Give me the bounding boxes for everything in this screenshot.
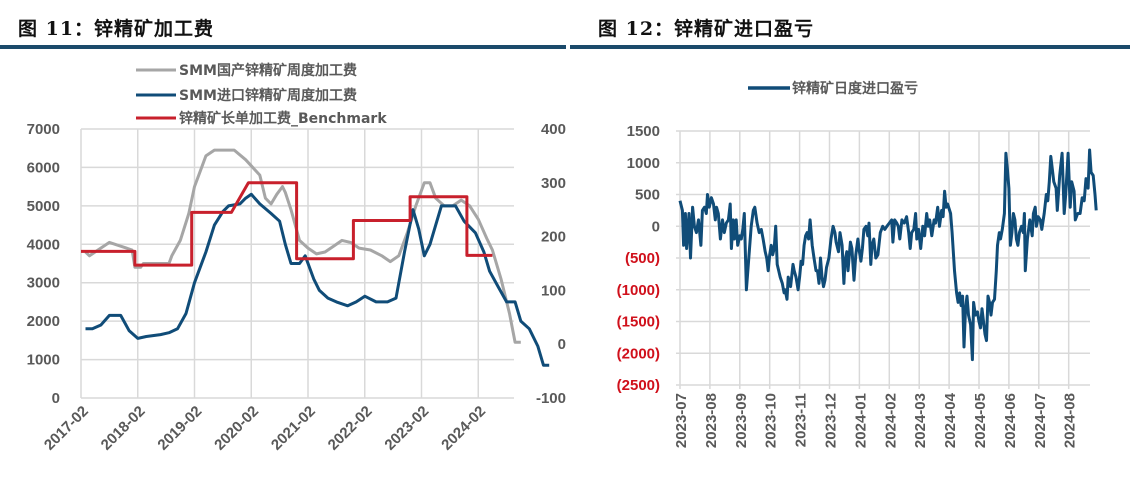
chart-zinc-tc: 0 1000 2000 3000 4000 5000 6000 7000 -100 0 100 200… [27,62,566,454]
y-left-tick: 4000 [27,236,60,253]
y-right-tick: 400 [541,121,566,138]
x-tick: 2024-05 [972,393,989,448]
figure-11-rule [0,45,566,49]
series-line [678,148,1098,362]
y-left-tick: 6000 [27,159,60,176]
legend-label: SMM进口锌精矿周度加工费 [179,87,357,104]
y-tick: 500 [635,187,660,204]
y-tick: (1500) [617,314,660,331]
x-tick: 2024-06 [1002,393,1019,448]
x-tick: 2024-08 [1062,393,1079,448]
y-left-tick: 5000 [27,198,60,215]
legend-label: 锌精矿长单加工费_Benchmark [179,110,387,127]
x-tick: 2023-12 [823,393,840,448]
figure-12-rule [570,45,1130,49]
x-tick: 2023-08 [703,393,720,448]
y-right-tick: 200 [541,229,566,246]
series-line [81,181,493,267]
series-line [85,192,550,367]
x-tick: 2023-10 [763,393,780,448]
figure-11-title: 图 11：锌精矿加工费 [18,18,215,40]
y-left-tick: 1000 [27,352,60,369]
y-tick: 0 [652,218,660,235]
figure-12-title: 图 12：锌精矿进口盈亏 [598,18,815,40]
y-tick: (2500) [617,377,660,394]
y-right-tick: 300 [541,175,566,192]
x-tick: 2023-11 [793,393,810,447]
y-right-tick: 0 [558,336,566,353]
x-tick: 2024-04 [942,392,959,448]
y-tick: (500) [625,250,660,267]
y-tick: 1000 [627,155,660,172]
legend-label: 锌精矿日度进口盈亏 [792,80,918,97]
y-right-tick: 100 [541,282,566,299]
y-left-tick: 2000 [27,313,60,330]
y-left-tick: 7000 [27,121,60,138]
y-tick: (1000) [617,282,660,299]
y-left-tick: 0 [52,390,60,407]
x-tick: 2023-07 [673,393,690,448]
x-tick: 2024-07 [1032,393,1049,448]
x-tick: 2023-09 [733,393,750,448]
y-left-tick: 3000 [27,275,60,292]
x-tick: 2024-02 [882,393,899,448]
y-tick: 1500 [627,123,660,140]
y-right-tick: -100 [536,390,566,407]
x-tick: 2024-03 [912,393,929,448]
legend-label: SMM国产锌精矿周度加工费 [179,62,357,79]
y-tick: (2000) [617,345,660,362]
x-tick: 2024-01 [852,393,869,448]
